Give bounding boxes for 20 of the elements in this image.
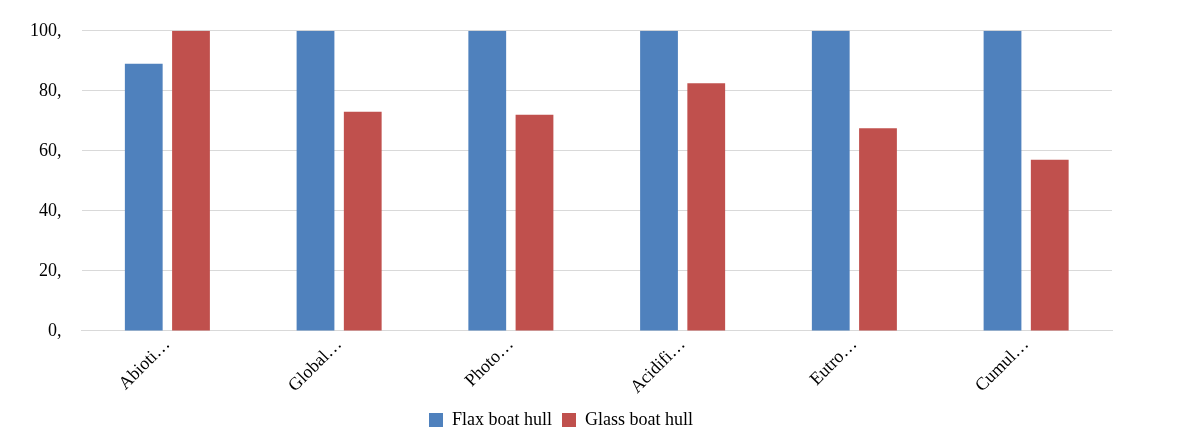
bar [124, 63, 163, 331]
y-tick-label: 20, [39, 259, 62, 280]
y-tick-label: 0, [48, 319, 62, 340]
y-tick-label: 40, [39, 199, 62, 220]
y-tick-label: 80, [39, 79, 62, 100]
bar [296, 30, 335, 331]
y-tick-label: 100, [30, 19, 62, 40]
bar [859, 128, 897, 331]
legend-label: Flax boat hull [452, 408, 553, 429]
bar [468, 30, 507, 331]
y-tick-label: 60, [39, 139, 62, 160]
bar [640, 30, 678, 331]
bar [687, 83, 726, 331]
bar [1030, 159, 1069, 331]
bar [172, 30, 210, 331]
legend-label: Glass boat hull [585, 408, 693, 429]
bar [811, 30, 850, 331]
bar [515, 114, 554, 331]
bar [343, 111, 382, 331]
bar [983, 30, 1022, 331]
